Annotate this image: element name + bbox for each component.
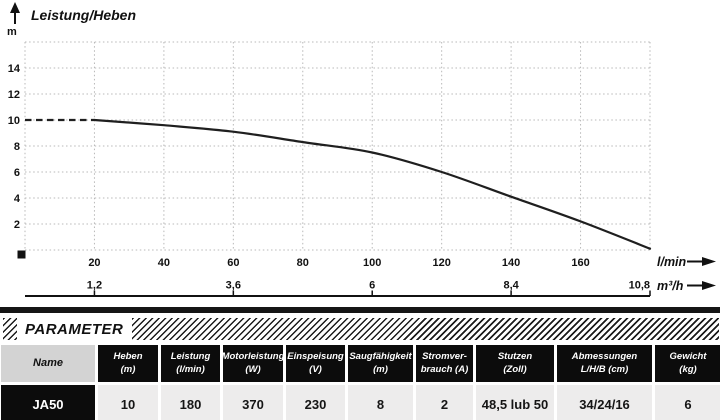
data-cell: 8 bbox=[348, 385, 413, 420]
secondary-axis-tick-label: 3,6 bbox=[226, 280, 241, 292]
header-label: Gewicht bbox=[669, 351, 707, 363]
header-unit: (m) bbox=[120, 363, 136, 375]
header-cell-heben: Heben (m) bbox=[98, 345, 158, 382]
header-label: Name bbox=[33, 357, 63, 370]
x-axis-tick-label: 120 bbox=[432, 257, 450, 269]
y-axis-tick-label: 12 bbox=[8, 89, 20, 101]
data-cell: 2 bbox=[416, 385, 473, 420]
performance-chart-svg: Leistung/Heben m 2 4 6 8 10 12 14 20 40 60 80 100 120 1… bbox=[7, 2, 716, 297]
header-unit: (V) bbox=[309, 363, 322, 375]
header-cell-leistung: Leistung (l/min) bbox=[161, 345, 220, 382]
y-axis-tick-label: 10 bbox=[8, 115, 20, 127]
header-unit: L/H/B (cm) bbox=[580, 363, 629, 375]
data-cell: 370 bbox=[223, 385, 283, 420]
header-label: Saugfähigkeit bbox=[349, 351, 412, 363]
data-cell: 10 bbox=[98, 385, 158, 420]
header-cell-saugf-higkeit: Saugfähigkeit (m) bbox=[348, 345, 413, 382]
header-unit: (m) bbox=[373, 363, 388, 375]
performance-chart: Leistung/Heben m 2 4 6 8 10 12 14 20 40 60 80 100 120 1… bbox=[7, 2, 716, 297]
header-unit: (Zoll) bbox=[503, 363, 527, 375]
data-cell: 6 bbox=[655, 385, 720, 420]
header-unit: (l/min) bbox=[176, 363, 205, 375]
header-unit: brauch (A) bbox=[420, 363, 469, 375]
x-axis-tick-label: 40 bbox=[158, 257, 170, 269]
origin-marker bbox=[17, 250, 26, 259]
x-axis-unit-label-m3h: m³/h bbox=[657, 279, 684, 293]
x-axis-tick-label: 80 bbox=[297, 257, 309, 269]
parameter-section-title: PARAMETER bbox=[17, 318, 133, 340]
y-axis-tick-label: 2 bbox=[14, 219, 20, 231]
data-cell: 34/24/16 bbox=[557, 385, 652, 420]
pump-curve bbox=[93, 118, 652, 250]
data-cell: 230 bbox=[286, 385, 345, 420]
spec-table-header-row: Name Heben (m) Leistung (l/min) Motorleistung… bbox=[1, 345, 720, 382]
header-cell-stutzen: Stutzen (Zoll) bbox=[476, 345, 554, 382]
y-axis-tick-label: 14 bbox=[8, 63, 21, 75]
up-arrow-icon bbox=[10, 2, 20, 24]
header-label: Abmessungen bbox=[571, 351, 638, 363]
header-cell-einspeisung: Einspeisung (V) bbox=[286, 345, 345, 382]
header-cell-name: Name bbox=[1, 345, 95, 382]
x-axis-unit-label-lmin: l/min bbox=[657, 255, 687, 269]
header-label: Motorleistung bbox=[221, 351, 285, 363]
header-label: Stutzen bbox=[497, 351, 533, 363]
right-arrow-icon bbox=[687, 257, 716, 266]
secondary-axis-tick-label: 1,2 bbox=[87, 280, 102, 292]
secondary-axis-tick-label: 6 bbox=[369, 280, 375, 292]
header-cell-motorleistung: Motorleistung (W) bbox=[221, 345, 285, 382]
y-axis-unit-label: m bbox=[7, 26, 17, 38]
data-cell: 48,5 lub 50 bbox=[476, 385, 554, 420]
header-label: Stromver- bbox=[422, 351, 467, 363]
y-axis-tick-label: 8 bbox=[14, 141, 20, 153]
header-cell-gewicht: Gewicht (kg) bbox=[655, 345, 720, 382]
x-axis-tick-label: 60 bbox=[227, 257, 239, 269]
header-unit: (kg) bbox=[679, 363, 697, 375]
plot-grid bbox=[24, 41, 651, 251]
hatch-stripe-right bbox=[132, 318, 719, 340]
x-axis-tick-label: 160 bbox=[571, 257, 589, 269]
parameter-section-header: PARAMETER bbox=[0, 318, 720, 340]
header-label: Leistung bbox=[170, 351, 211, 363]
secondary-axis-tick-label: 8,4 bbox=[503, 280, 519, 292]
right-arrow-icon bbox=[687, 281, 716, 290]
header-label: Einspeisung bbox=[287, 351, 344, 363]
x-axis-tick-label: 140 bbox=[502, 257, 520, 269]
data-cell: 180 bbox=[161, 385, 220, 420]
spec-table: Name Heben (m) Leistung (l/min) Motorleistung… bbox=[1, 345, 720, 420]
model-name-cell: JA50 bbox=[1, 385, 95, 420]
section-divider-bar bbox=[0, 307, 720, 313]
header-label: Heben bbox=[113, 351, 143, 363]
header-cell-stromver-: Stromver-brauch (A) bbox=[416, 345, 473, 382]
secondary-axis-tick-label: 10,8 bbox=[629, 280, 650, 292]
y-axis-tick-label: 6 bbox=[14, 167, 20, 179]
header-unit: (W) bbox=[245, 363, 261, 375]
spec-table-data-row: JA50 10 180 370 230 8 2 48,5 lub 50 34/24/16 6 bbox=[1, 385, 720, 420]
secondary-x-axis: 1,2 3,6 6 8,4 10,8 bbox=[25, 280, 651, 297]
x-axis-tick-label: 20 bbox=[88, 257, 100, 269]
y-axis-tick-label: 4 bbox=[14, 193, 21, 205]
x-axis-tick-label: 100 bbox=[363, 257, 381, 269]
header-cell-abmessungen: Abmessungen L/H/B (cm) bbox=[557, 345, 652, 382]
hatch-stripe-left bbox=[3, 318, 17, 340]
chart-title: Leistung/Heben bbox=[31, 7, 136, 23]
